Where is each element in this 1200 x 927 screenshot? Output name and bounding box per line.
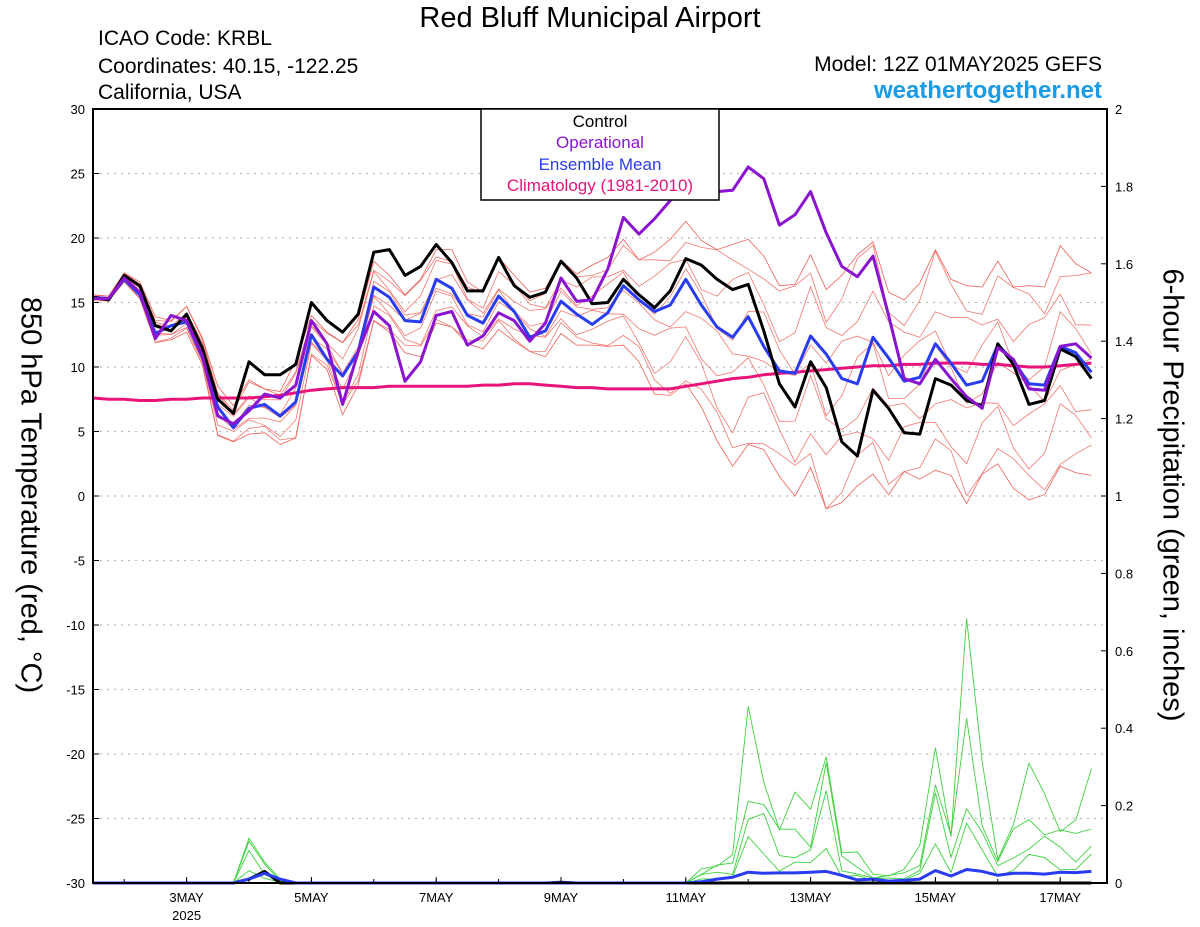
legend-box bbox=[480, 108, 720, 201]
y-tick-label: -25 bbox=[66, 812, 85, 827]
precip-member-line bbox=[93, 618, 1092, 884]
x-tick-label: 11MAY bbox=[665, 890, 706, 905]
y2-tick-label: 1.6 bbox=[1115, 257, 1133, 272]
y2-axis-label: 6-hour Precipitation (green, inches) bbox=[1156, 268, 1189, 722]
y-tick-label: -15 bbox=[66, 683, 85, 698]
y-tick-label: 25 bbox=[71, 167, 85, 182]
axis-ticks: 302520151050-5-10-15-20-25-3021.81.61.41… bbox=[66, 102, 1133, 923]
legend-entry-climatology: Climatology (1981-2010) bbox=[507, 176, 693, 195]
y2-tick-label: 0.2 bbox=[1115, 799, 1133, 814]
site-name: weathertogether.net bbox=[873, 77, 1102, 104]
y-tick-label: 5 bbox=[78, 425, 85, 440]
ensemble-member-line bbox=[92, 268, 1092, 417]
series-line-operational bbox=[93, 165, 1093, 426]
x-tick-label: 13MAY bbox=[790, 890, 832, 905]
ensemble-member-range bbox=[92, 220, 1092, 510]
ensemble-lower-line bbox=[92, 281, 1092, 510]
y2-tick-label: 1.2 bbox=[1115, 412, 1133, 427]
series-line-control bbox=[92, 243, 1093, 458]
legend-entry-ensemble-mean: Ensemble Mean bbox=[539, 155, 662, 174]
x-tick-label: 3MAY bbox=[169, 890, 204, 905]
y-tick-label: 20 bbox=[71, 231, 85, 246]
ensemble-member-line bbox=[92, 280, 1092, 470]
y-axis-label: 850 hPa Temperature (red, °C) bbox=[14, 296, 47, 694]
y2-tick-label: 0.6 bbox=[1115, 644, 1133, 659]
y2-tick-label: 0.8 bbox=[1115, 566, 1133, 581]
y-tick-label: -20 bbox=[66, 747, 85, 762]
chart-title: Red Bluff Municipal Airport bbox=[419, 2, 761, 34]
ensemble-member-line bbox=[92, 241, 1092, 412]
legend-entry-operational: Operational bbox=[556, 133, 644, 152]
y-tick-label: -5 bbox=[73, 554, 85, 569]
y2-tick-label: 2 bbox=[1115, 102, 1122, 117]
y-tick-label: 30 bbox=[71, 102, 85, 117]
y2-tick-label: 0.4 bbox=[1115, 721, 1133, 736]
legend: Control Operational Ensemble Mean Climat… bbox=[480, 108, 720, 201]
model-run: Model: 12Z 01MAY2025 GEFS bbox=[814, 53, 1102, 76]
series-line-ensemble-mean bbox=[92, 277, 1093, 430]
gridlines bbox=[93, 172, 1107, 820]
x-tick-label: 9MAY bbox=[544, 890, 579, 905]
x-tick-label: 7MAY bbox=[419, 890, 454, 905]
icao-code: ICAO Code: KRBL bbox=[98, 27, 272, 50]
coordinates: Coordinates: 40.15, -122.25 bbox=[98, 55, 359, 78]
region: California, USA bbox=[98, 81, 242, 104]
y-tick-label: -30 bbox=[66, 876, 85, 891]
y2-tick-label: 1.8 bbox=[1115, 179, 1133, 194]
y-tick-label: 10 bbox=[71, 360, 85, 375]
ensemble-upper-line bbox=[92, 220, 1092, 407]
y-tick-label: 15 bbox=[71, 296, 85, 311]
y2-tick-label: 1 bbox=[1115, 489, 1122, 504]
legend-entry-control: Control bbox=[573, 112, 628, 131]
precip-member-line bbox=[93, 718, 1092, 884]
precipitation-members bbox=[93, 618, 1092, 885]
ensemble-member-line bbox=[92, 280, 1092, 510]
y-tick-label: -10 bbox=[66, 618, 85, 633]
x-tick-label: 17MAY bbox=[1039, 890, 1081, 905]
precip-line-ensemble-mean bbox=[93, 868, 1092, 885]
x-tick-label: 5MAY bbox=[294, 890, 329, 905]
temperature-series bbox=[92, 165, 1093, 458]
y2-tick-label: 1.4 bbox=[1115, 334, 1133, 349]
x-tick-sublabel: 2025 bbox=[172, 908, 201, 923]
x-tick-label: 15MAY bbox=[915, 890, 957, 905]
y2-tick-label: 0 bbox=[1115, 876, 1122, 891]
y-tick-label: 0 bbox=[78, 489, 85, 504]
